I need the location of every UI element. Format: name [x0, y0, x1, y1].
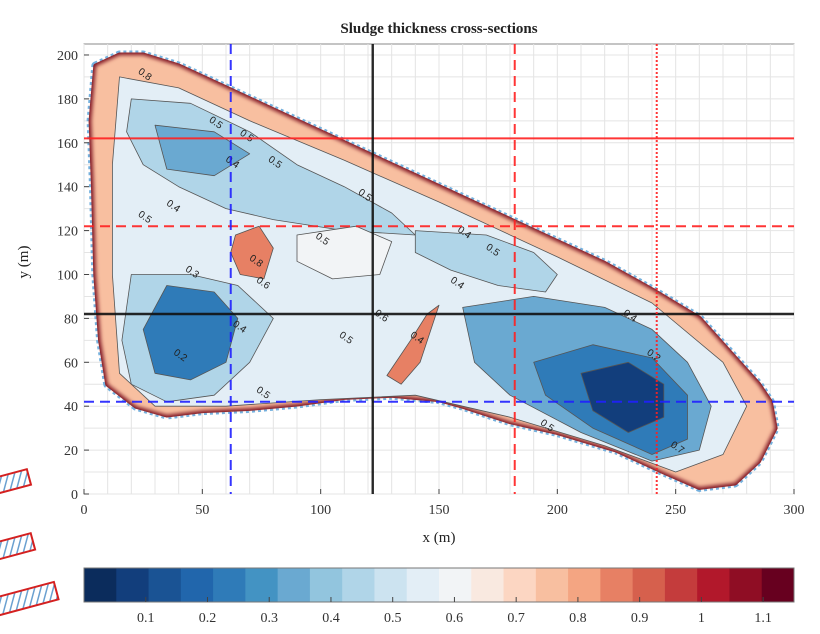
colorbar-segment [406, 568, 440, 602]
thickness-zone [414, 230, 558, 293]
y-tick-label: 0 [71, 488, 78, 503]
colorbar-segment [471, 568, 505, 602]
x-axis-label: x (m) [423, 530, 456, 546]
x-tick-label: 0 [81, 503, 88, 518]
colorbar-tick-label: 0.2 [199, 611, 217, 626]
thickness-contour-fill [86, 50, 780, 492]
colorbar-tick-label: 0.7 [507, 611, 525, 626]
colorbar-segment [277, 568, 311, 602]
y-tick-label: 140 [57, 181, 78, 196]
y-tick-label: 200 [57, 49, 78, 64]
colorbar-tick-label: 0.5 [384, 611, 402, 626]
colorbar-segment [697, 568, 730, 602]
y-tick-label: 100 [57, 268, 78, 283]
y-tick-label: 160 [57, 137, 78, 152]
hatch-marker-1 [0, 467, 33, 495]
thickness-zone [142, 285, 239, 381]
colorbar-segment [439, 568, 472, 602]
y-tick-label: 40 [64, 400, 78, 415]
colorbar-tick-label: 0.9 [631, 611, 649, 626]
y-tick-label: 20 [64, 444, 78, 459]
x-tick-label: 50 [195, 503, 209, 518]
colorbar-tick-label: 1.1 [754, 611, 772, 626]
y-tick-label: 60 [64, 356, 78, 371]
colorbar-segment [503, 568, 537, 602]
colorbar-segment [342, 568, 375, 602]
x-tick-label: 100 [310, 503, 331, 518]
chart-title: Sludge thickness cross-sections [340, 21, 537, 37]
colorbar-segment [309, 568, 343, 602]
y-axis-label: y (m) [16, 246, 32, 279]
y-tick-label: 120 [57, 225, 78, 240]
colorbar-tick-label: 0.1 [137, 611, 155, 626]
colorbar-segment [84, 568, 117, 602]
y-tick-label: 80 [64, 312, 78, 327]
x-tick-label: 200 [547, 503, 568, 518]
thickness-zone [580, 361, 665, 433]
colorbar-segment [374, 568, 408, 602]
colorbar-tick-label: 0.4 [322, 611, 340, 626]
colorbar-segment [148, 568, 182, 602]
colorbar-segment [600, 568, 634, 602]
colorbar-tick-label: 0.3 [260, 611, 278, 626]
colorbar-tick-label: 0.6 [446, 611, 464, 626]
colorbar-segment [116, 568, 150, 602]
colorbar: 0.1 0.2 0.3 0.4 0.5 0.6 0.7 0.8 0.9 1 1.1 [83, 567, 795, 626]
colorbar-frame [83, 567, 795, 603]
y-tick-label: 180 [57, 93, 78, 108]
colorbar-segment [535, 568, 569, 602]
colorbar-tick-label: 1 [698, 611, 705, 626]
x-tick-label: 250 [665, 503, 686, 518]
colorbar-segment [632, 568, 666, 602]
hatch-marker-2 [0, 531, 37, 561]
colorbar-segment [245, 568, 279, 602]
colorbar-tick-label: 0.8 [569, 611, 587, 626]
thickness-zone [386, 304, 440, 385]
colorbar-segment [729, 568, 763, 602]
colorbar-segment [664, 568, 698, 602]
colorbar-segment [568, 568, 601, 602]
colorbar-segment [761, 568, 795, 602]
colorbar-segment [180, 568, 214, 602]
side-hatched-markers [0, 467, 60, 617]
colorbar-segment [213, 568, 246, 602]
hatch-marker-3 [0, 580, 60, 617]
cross-section-lines [84, 44, 794, 494]
axes: 0 50 100 150 200 250 300 0 20 40 60 80 100 120 140 160 1… [57, 49, 805, 518]
x-tick-label: 150 [429, 503, 450, 518]
x-tick-label: 300 [784, 503, 805, 518]
